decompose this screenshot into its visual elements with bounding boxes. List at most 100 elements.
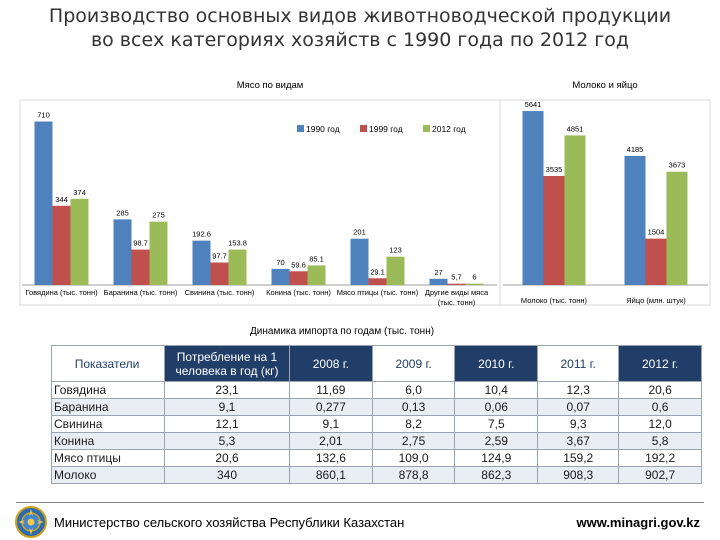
- table-cell: 0,277: [289, 398, 373, 416]
- meat-value-label: 153.8: [228, 239, 247, 248]
- meat-value-label: 59.6: [291, 260, 306, 269]
- meat-category-label: Конина (тыс. тонн): [266, 288, 331, 297]
- production-charts: Мясо по видам Молоко и яйцо 1990 год 199…: [19, 80, 711, 307]
- table-cell: 20,6: [618, 381, 702, 399]
- meat-value-label: 98.7: [133, 239, 148, 248]
- meat-bar-2012-cat-0: [70, 198, 89, 285]
- table-cell: 109,0: [371, 449, 456, 467]
- table-cell: 159,2: [537, 449, 620, 467]
- header-2010: 2010 г.: [454, 345, 539, 382]
- meat-category-label: Свинина (тыс. тонн): [185, 288, 255, 297]
- meat-bar-2012-cat-4: [386, 256, 405, 285]
- row-label: Мясо птицы: [51, 449, 165, 467]
- table-cell: 132,6: [289, 449, 373, 467]
- table-cell: 0,6: [618, 398, 702, 416]
- meat-bar-1999-cat-0: [52, 205, 71, 285]
- row-label: Конина: [51, 432, 165, 450]
- meat-value-label: 710: [37, 111, 50, 120]
- meat-bar-2012-cat-5: [465, 283, 484, 285]
- meat-bar-2012-cat-1: [149, 221, 168, 285]
- ministry-name: Министерство сельского хозяйства Республ…: [54, 515, 405, 530]
- meat-value-label: 123: [389, 246, 402, 255]
- kazakhstan-emblem-icon: [15, 506, 47, 538]
- table-cell: 0,07: [537, 398, 620, 416]
- meat-bar-1999-cat-1: [131, 249, 150, 285]
- legend-swatch-1990: [297, 125, 304, 132]
- table-cell: 878,8: [371, 466, 456, 484]
- meat-category-label: Мясо птицы (тыс. тонн): [337, 288, 419, 297]
- table-cell: 9,3: [537, 415, 620, 433]
- meat-value-label: 275: [152, 211, 165, 220]
- table-row: Баранина 9,1 0,277 0,13 0,06 0,07 0,6: [51, 398, 702, 416]
- header-2008: 2008 г.: [289, 345, 373, 382]
- milk-value-label: 1504: [648, 228, 665, 237]
- meat-category-label: Говядина (тыс. тонн): [25, 288, 98, 297]
- title-line-1: Производство основных видов животноводче…: [48, 5, 672, 27]
- milk-value-label: 4185: [627, 145, 644, 154]
- table-cell: 2,75: [371, 432, 456, 450]
- meat-value-label: 27: [434, 268, 442, 277]
- chart-plot-area: [19, 99, 711, 306]
- meat-value-label: 70: [276, 258, 284, 267]
- milk-bars: 5641 3535 4851 Молоко (тыс. тонн) 4185 1504 36…: [521, 100, 688, 305]
- meat-bar-1990-cat-4: [350, 238, 369, 285]
- page-title: Производство основных видов животноводче…: [0, 4, 720, 52]
- table-cell: 12,1: [164, 415, 290, 433]
- meat-bar-1990-cat-5: [429, 278, 448, 285]
- table-cell: 340: [164, 466, 290, 484]
- table-cell: 124,9: [454, 449, 539, 467]
- meat-category-label: Баранина (тыс. тонн): [104, 288, 178, 297]
- table-cell: 12,0: [618, 415, 702, 433]
- table-cell: 192,2: [618, 449, 702, 467]
- table-cell: 0,13: [371, 398, 456, 416]
- title-line-2: во всех категориях хозяйств с 1990 года …: [90, 29, 630, 51]
- table-cell: 7,5: [454, 415, 539, 433]
- meat-bar-1990-cat-0: [34, 121, 53, 286]
- table-cell: 10,4: [454, 381, 539, 399]
- meat-value-label: 374: [73, 188, 86, 197]
- table-cell: 6,0: [371, 381, 456, 399]
- table-cell: 9,1: [289, 415, 373, 433]
- meat-bar-2012-cat-2: [228, 249, 247, 285]
- milk-category-label: Яйцо (млн. штук): [626, 296, 686, 305]
- row-label: Свинина: [51, 415, 165, 433]
- meat-value-label: 29.1: [370, 267, 385, 276]
- table-cell: 2,01: [289, 432, 373, 450]
- meat-chart-title: Мясо по видам: [237, 80, 304, 91]
- milk-chart-title: Молоко и яйцо: [572, 80, 637, 91]
- meat-value-label: 192.6: [192, 230, 211, 239]
- milk-bar-1999-cat-0: [543, 176, 565, 285]
- ministry-website-link[interactable]: www.minagri.gov.kz: [576, 515, 700, 530]
- milk-value-label: 3673: [669, 161, 686, 170]
- table-cell: 8,2: [371, 415, 456, 433]
- header-2011: 2011 г.: [537, 345, 620, 382]
- meat-bar-1999-cat-2: [210, 262, 229, 285]
- import-title: Динамика импорта по годам (тыс. тонн): [250, 326, 435, 337]
- table-row: Конина 5,3 2,01 2,75 2,59 3,67 5,8: [51, 432, 702, 450]
- table-cell: 23,1: [164, 381, 290, 399]
- meat-bar-1999-cat-5: [447, 283, 466, 285]
- meat-bar-1990-cat-3: [271, 268, 290, 285]
- table-row: Молоко 340 860,1 878,8 862,3 908,3 902,7: [51, 466, 702, 484]
- legend-label-1999: 1999 год: [369, 124, 403, 134]
- table-cell: 9,1: [164, 398, 290, 416]
- table-cell: 2,59: [454, 432, 539, 450]
- meat-bar-1999-cat-3: [289, 271, 308, 285]
- row-label: Говядина: [51, 381, 165, 399]
- milk-value-label: 5641: [525, 100, 542, 109]
- table-row: Говядина 23,1 11,69 6,0 10,4 12,3 20,6: [51, 381, 702, 399]
- milk-bar-2012-cat-1: [666, 171, 688, 285]
- legend-label-1990: 1990 год: [306, 124, 340, 134]
- meat-value-label: 285: [116, 208, 129, 217]
- meat-value-label: 85.1: [309, 254, 324, 263]
- meat-value-label: 201: [353, 228, 366, 237]
- import-table: Показатели Потребление на 1 человека в г…: [51, 345, 702, 484]
- table-row: Мясо птицы 20,6 132,6 109,0 124,9 159,2 192,2: [51, 449, 702, 467]
- milk-category-label: Молоко (тыс. тонн): [521, 296, 588, 305]
- table-cell: 902,7: [618, 466, 702, 484]
- row-label: Молоко: [51, 466, 165, 484]
- meat-bar-1990-cat-1: [113, 219, 132, 285]
- table-cell: 0,06: [454, 398, 539, 416]
- table-cell: 862,3: [454, 466, 539, 484]
- table-cell: 860,1: [289, 466, 373, 484]
